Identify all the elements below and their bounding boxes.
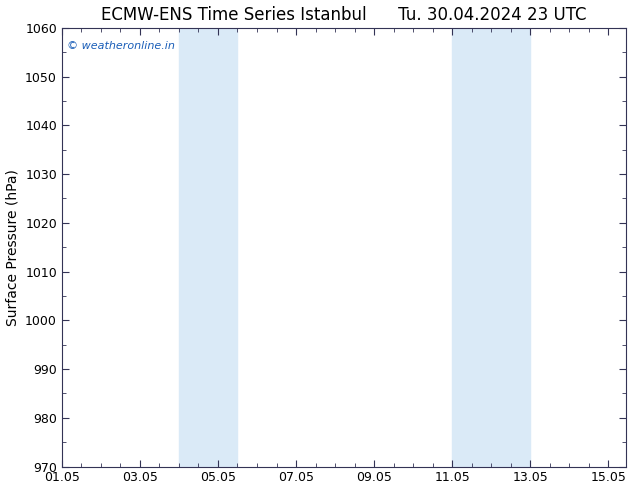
Bar [452, 28, 530, 466]
Y-axis label: Surface Pressure (hPa): Surface Pressure (hPa) [6, 169, 20, 326]
Bar [179, 28, 238, 466]
Text: © weatheronline.in: © weatheronline.in [67, 41, 176, 51]
Title: ECMW-ENS Time Series Istanbul      Tu. 30.04.2024 23 UTC: ECMW-ENS Time Series Istanbul Tu. 30.04.… [101, 5, 586, 24]
